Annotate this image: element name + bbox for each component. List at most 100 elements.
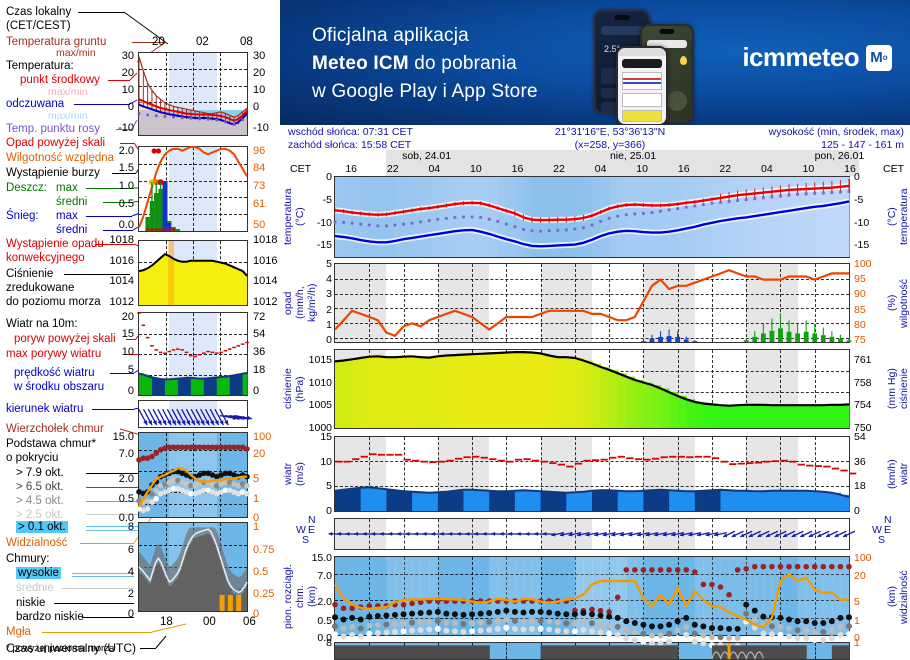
mini-xbot-1: 00 xyxy=(203,616,216,628)
gridline-v xyxy=(506,557,508,635)
mini-low-y4: 0 xyxy=(127,608,134,620)
mini-xbot-0: 18 xyxy=(160,616,173,628)
gridline-h xyxy=(139,262,247,264)
daynight-band xyxy=(746,519,798,549)
mini-cloud-y0: 15.0 xyxy=(112,431,134,443)
leader-time-local xyxy=(78,12,124,13)
chart-precipitation-humidity[interactable] xyxy=(334,263,850,343)
mini-xtop-0: 20 xyxy=(152,36,165,48)
legend-wind-speed-2: w środku obszaru xyxy=(14,381,105,393)
legend-temp-mid: punkt środkowy xyxy=(20,74,100,86)
chart-pressure[interactable] xyxy=(334,349,850,429)
gridline-v xyxy=(220,147,221,231)
gridline-h xyxy=(139,504,247,506)
legend-snow-label: Śnieg: xyxy=(6,210,39,222)
gridline-v xyxy=(574,264,576,342)
gridline-v xyxy=(780,557,782,635)
gridline-v xyxy=(193,147,194,231)
daynight-band xyxy=(694,264,747,342)
legend-temperature-head: Temperatura: xyxy=(6,60,74,72)
gridline-h xyxy=(139,85,247,87)
mini-temp-y1: 20 xyxy=(121,67,134,79)
gridline-h xyxy=(139,545,247,546)
chart-wind-direction[interactable] xyxy=(334,518,850,550)
gridline-h xyxy=(139,283,247,285)
legend-okt-01: > 0.1 okt. xyxy=(16,521,68,533)
mini-chart-temperature[interactable] xyxy=(138,52,248,136)
y-tick-right: 5 xyxy=(854,596,860,608)
app-promo-banner[interactable]: Oficjalna aplikacja Meteo ICM do pobrani… xyxy=(280,0,910,125)
gridline-v xyxy=(506,643,508,659)
ylabel-humidity-right: (%)wilgotność wzgl. xyxy=(886,278,910,328)
gridline-h xyxy=(335,599,849,601)
gridline-v xyxy=(780,519,782,549)
daynight-band xyxy=(643,350,695,428)
gridline-h xyxy=(335,413,849,415)
gridline-h xyxy=(335,574,849,576)
y-tick-right: 754 xyxy=(854,399,872,411)
daynight-band xyxy=(540,437,592,511)
hour-tick-label: 04 xyxy=(760,163,773,175)
gridline-v xyxy=(643,519,645,549)
y-tick-right: 0 xyxy=(854,505,860,518)
gridline-h xyxy=(139,333,247,335)
leader-snow-avg xyxy=(103,230,133,231)
daynight-band xyxy=(437,264,490,342)
gridline-h xyxy=(139,197,247,199)
mini-pres-y1: 1016 xyxy=(109,255,134,267)
gridline-v xyxy=(711,437,713,511)
gridline-h xyxy=(335,199,849,201)
legend-okt-45: > 4.5 okt. xyxy=(16,495,64,507)
y-tick-right: 0 xyxy=(854,632,860,644)
gridline-h xyxy=(139,102,247,104)
y-tick-right: 750 xyxy=(854,421,872,434)
gridline-v xyxy=(780,264,782,342)
y-tick-left: 2 xyxy=(326,303,332,316)
gridline-h xyxy=(139,180,247,182)
legend-wind10: Wiatr na 10m: xyxy=(6,318,78,330)
daynight-band xyxy=(489,437,541,511)
legend-cl-high: wysokie xyxy=(16,567,61,579)
gridline-h xyxy=(139,163,247,165)
chart-wind[interactable] xyxy=(334,436,850,512)
gridline-v xyxy=(369,264,371,342)
legend-time-local-1: Czas lokalny xyxy=(6,6,72,18)
leader-conv-precip xyxy=(95,244,134,245)
mini-chart-clouds[interactable] xyxy=(138,432,248,518)
daynight-band xyxy=(437,519,490,549)
sunrise-text: wschód słońca: 07:31 CET xyxy=(288,126,413,138)
gridline-v xyxy=(746,264,748,342)
mini-chart-wind-direction[interactable] xyxy=(138,400,248,428)
gridline-v xyxy=(746,350,748,428)
leader-gust-over xyxy=(126,339,136,340)
gridline-v xyxy=(369,437,371,511)
mini-chart-pressure[interactable] xyxy=(138,240,248,306)
mini-chart-wind[interactable] xyxy=(138,312,248,396)
gridline-v xyxy=(437,643,439,659)
gridline-v xyxy=(677,643,679,659)
mini-temp-ry3: 0 xyxy=(253,101,260,113)
gridline-v xyxy=(472,437,474,511)
y-tick-left: 0 xyxy=(326,505,332,518)
daynight-band xyxy=(540,264,592,342)
chart-cloud-extent-visibility[interactable] xyxy=(334,556,850,636)
leader-okt01 xyxy=(86,526,138,527)
y-tick-left: 10 xyxy=(320,455,332,468)
mini-chart-low-clouds[interactable] xyxy=(138,522,248,612)
mini-low-ry0: 1 xyxy=(253,521,260,533)
mini-cloud-y1: 7.0 xyxy=(118,448,134,460)
mini-chart-precip[interactable] xyxy=(138,146,248,232)
gridline-v xyxy=(814,264,816,342)
hour-tick-label: 16 xyxy=(345,163,358,175)
leader-cl-high2 xyxy=(72,576,134,577)
y-tick-left: 0 xyxy=(326,334,332,346)
legend-precip-over-scale: Opad powyżej skali xyxy=(6,137,106,149)
gridline-v xyxy=(437,557,439,635)
hour-tick-label: 22 xyxy=(553,163,565,175)
gridline-v xyxy=(746,557,748,635)
daynight-band xyxy=(592,264,644,342)
chart-temperature[interactable] xyxy=(334,176,850,258)
legend-pressure-1: Ciśnienie xyxy=(6,268,54,280)
chart-low-clouds[interactable] xyxy=(334,642,850,660)
